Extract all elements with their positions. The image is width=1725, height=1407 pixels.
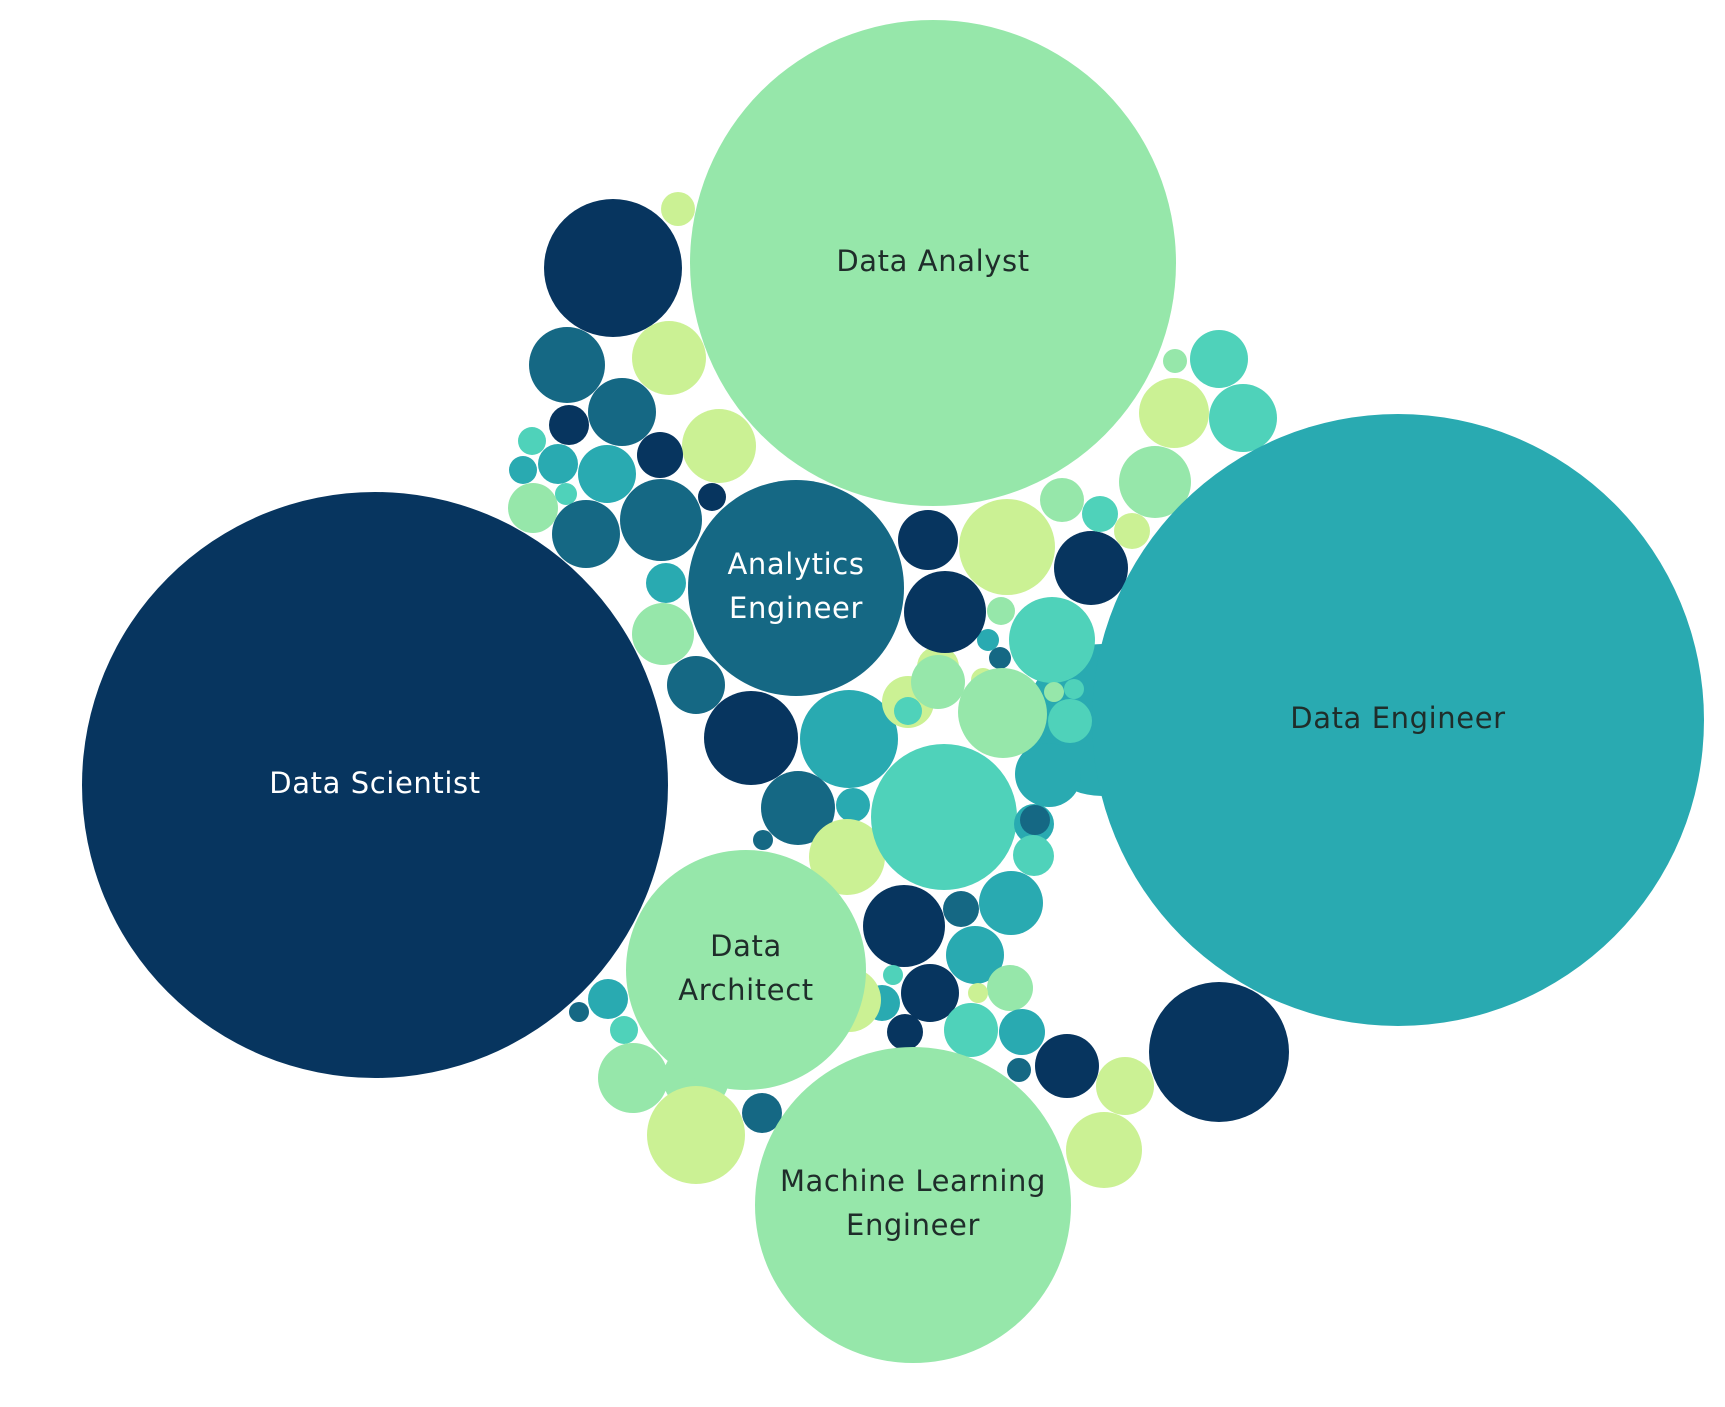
bubble-unlabeled: [682, 409, 756, 483]
bubble-unlabeled: [968, 983, 988, 1003]
bubble-unlabeled: [1096, 1057, 1154, 1115]
bubble-unlabeled: [1054, 531, 1128, 605]
bubble-unlabeled: [698, 483, 726, 511]
bubble-unlabeled: [1114, 513, 1150, 549]
bubble-unlabeled: [863, 885, 945, 967]
bubble-unlabeled: [959, 670, 1047, 758]
bubble-unlabeled: [569, 1002, 589, 1022]
bubble-unlabeled: [529, 327, 605, 403]
bubble-unlabeled: [632, 603, 694, 665]
bubble-unlabeled: [904, 571, 986, 653]
bubble-unlabeled: [1014, 836, 1054, 876]
bubble-unlabeled: [1082, 496, 1118, 532]
bubble-unlabeled: [1044, 682, 1064, 702]
bubble-unlabeled: [1119, 446, 1191, 518]
bubble-unlabeled: [1048, 699, 1092, 743]
bubble-unlabeled: [646, 563, 686, 603]
bubble-unlabeled: [1020, 805, 1050, 835]
bubble-unlabeled: [588, 378, 656, 446]
bubble-unlabeled: [1017, 743, 1081, 807]
bubble-unlabeled: [987, 965, 1033, 1011]
bubble-machine-learning-engineer: [755, 1047, 1071, 1363]
bubble-unlabeled: [989, 647, 1011, 669]
bubble-unlabeled: [911, 655, 965, 709]
bubble-unlabeled: [800, 690, 898, 788]
bubble-unlabeled: [588, 979, 628, 1019]
bubble-unlabeled: [1139, 378, 1209, 448]
bubble-unlabeled: [1190, 330, 1248, 388]
bubble-unlabeled: [538, 444, 578, 484]
bubble-unlabeled: [508, 483, 558, 533]
bubble-unlabeled: [901, 964, 959, 1022]
bubble-unlabeled: [836, 788, 870, 822]
bubble-unlabeled: [620, 479, 702, 561]
bubble-unlabeled: [1035, 1034, 1099, 1098]
bubble-unlabeled: [1040, 478, 1084, 522]
bubble-unlabeled: [704, 691, 798, 785]
bubble-unlabeled: [1149, 982, 1289, 1122]
bubble-unlabeled: [1064, 679, 1084, 699]
bubble-data-scientist: [82, 492, 668, 1078]
bubble-unlabeled: [742, 1093, 782, 1133]
bubble-unlabeled: [598, 1043, 668, 1113]
bubble-data-analyst: [690, 20, 1176, 506]
bubble-unlabeled: [959, 499, 1055, 595]
bubble-unlabeled: [977, 629, 999, 651]
bubble-unlabeled: [979, 871, 1043, 935]
bubble-unlabeled: [518, 427, 546, 455]
bubble-unlabeled: [1007, 1058, 1031, 1082]
bubble-unlabeled: [544, 199, 682, 337]
bubble-unlabeled: [898, 510, 958, 570]
bubble-unlabeled: [509, 456, 537, 484]
bubble-unlabeled: [555, 483, 577, 505]
bubble-unlabeled: [647, 1086, 745, 1184]
bubble-unlabeled: [987, 597, 1015, 625]
bubble-unlabeled: [894, 697, 922, 725]
bubble-unlabeled: [761, 771, 835, 845]
bubble-unlabeled: [632, 321, 706, 395]
bubble-unlabeled: [883, 965, 903, 985]
bubble-unlabeled: [1163, 349, 1187, 373]
bubble-analytics-engineer: [688, 480, 904, 696]
bubble-unlabeled: [667, 656, 725, 714]
bubble-unlabeled: [578, 445, 636, 503]
bubble-unlabeled: [637, 432, 683, 478]
bubble-unlabeled: [809, 819, 885, 895]
bubble-unlabeled: [549, 405, 589, 445]
bubble-unlabeled: [999, 1009, 1045, 1055]
bubble-unlabeled: [944, 1003, 998, 1057]
bubble-unlabeled: [1009, 597, 1095, 683]
bubble-unlabeled: [943, 891, 979, 927]
bubble-unlabeled: [661, 192, 695, 226]
bubble-unlabeled: [1066, 1112, 1142, 1188]
bubble-unlabeled: [871, 744, 1017, 890]
bubble-unlabeled: [946, 926, 1004, 984]
bubble-unlabeled: [552, 500, 620, 568]
bubble-unlabeled: [887, 1014, 923, 1050]
bubble-unlabeled: [1209, 384, 1277, 452]
bubble-data-engineer: [1092, 414, 1704, 1026]
bubble-unlabeled: [753, 830, 773, 850]
bubble-data-architect: [626, 850, 866, 1090]
bubble-unlabeled: [610, 1016, 638, 1044]
